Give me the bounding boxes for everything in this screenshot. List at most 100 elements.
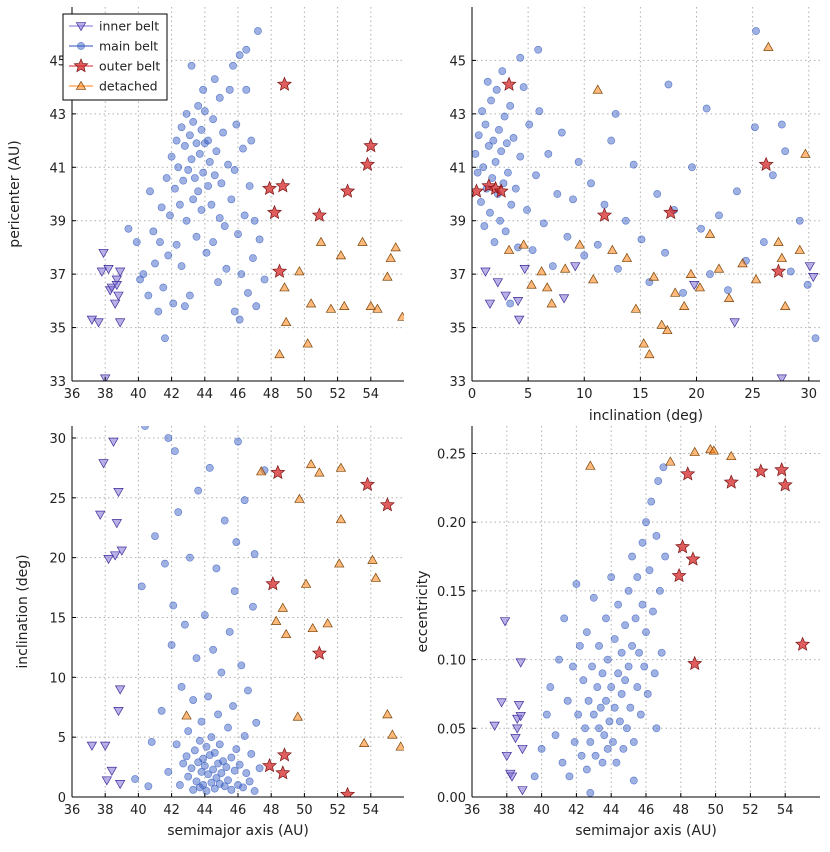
main-belt-point xyxy=(569,195,577,204)
y-tick-label: 0.00 xyxy=(437,791,466,806)
detached-point xyxy=(305,298,317,308)
main-belt-point xyxy=(255,764,264,773)
outer-belt-point xyxy=(276,76,293,91)
outer-belt-point xyxy=(266,204,283,220)
main-belt-point xyxy=(586,788,595,797)
points-group xyxy=(86,426,404,797)
outer-belt-point xyxy=(363,137,379,153)
y-tick-label: 33 xyxy=(49,375,66,390)
main-belt-point xyxy=(589,593,598,602)
x-tick-label: 46 xyxy=(638,803,655,818)
inner-belt-point xyxy=(86,741,98,751)
y-tick-label: 0 xyxy=(58,791,66,806)
y-tick-label: 35 xyxy=(49,322,66,337)
main-belt-point xyxy=(614,264,622,273)
main-belt-point xyxy=(230,587,239,596)
inner-belt-point xyxy=(99,741,111,751)
main-belt-point xyxy=(250,550,259,558)
main-belt-point xyxy=(234,781,242,789)
main-belt-point xyxy=(164,767,173,776)
main-belt-point xyxy=(635,648,643,657)
main-belt-point xyxy=(230,766,239,775)
main-belt-point xyxy=(214,278,222,287)
inner-belt-point xyxy=(484,299,496,309)
main-belt-point xyxy=(144,291,153,300)
outer-belt-point xyxy=(675,539,691,554)
main-belt-point xyxy=(661,552,670,561)
main-belt-point xyxy=(642,518,650,527)
x-tick-label: 25 xyxy=(744,387,761,402)
detached-point xyxy=(382,271,393,281)
inner-belt-point xyxy=(109,551,121,561)
main-belt-point xyxy=(582,628,591,637)
main-belt-point xyxy=(621,621,630,630)
x-tick-label: 46 xyxy=(230,387,247,402)
outer-belt-point xyxy=(685,551,701,566)
inner-belt-point xyxy=(519,265,530,275)
main-belt-point xyxy=(234,437,242,446)
main-belt-point xyxy=(611,109,620,118)
legend-marker-detached xyxy=(75,80,87,90)
main-belt-point xyxy=(631,614,640,623)
inner-belt-point xyxy=(106,283,118,293)
detached-point xyxy=(708,445,720,455)
detached-point xyxy=(723,292,735,302)
main-belt-point xyxy=(245,777,254,786)
x-tick-label: 38 xyxy=(499,803,516,818)
main-belt-point xyxy=(478,107,487,116)
main-belt-point xyxy=(525,120,534,129)
main-belt-point xyxy=(593,683,602,691)
x-tick-label: 38 xyxy=(97,387,114,402)
outer-belt-point xyxy=(770,263,786,278)
main-belt-point xyxy=(624,662,633,671)
main-belt-point xyxy=(222,763,231,771)
inner-belt-point xyxy=(492,278,504,288)
y-tick-label: 35 xyxy=(449,322,466,337)
detached-point xyxy=(518,239,529,249)
main-belt-point xyxy=(151,259,159,268)
inner-belt-point xyxy=(113,488,124,498)
main-belt-point xyxy=(172,136,181,145)
outer-belt-point xyxy=(340,183,356,198)
detached-point xyxy=(335,514,347,524)
main-belt-point xyxy=(217,668,226,677)
main-belt-point xyxy=(715,211,723,220)
inner-belt-point xyxy=(515,712,526,722)
main-belt-point xyxy=(656,586,664,595)
detached-point xyxy=(305,458,317,469)
main-belt-point xyxy=(245,182,254,190)
points-group xyxy=(86,27,404,381)
y-tick-label: 5 xyxy=(58,731,66,746)
main-belt-point xyxy=(647,497,656,506)
main-belt-point xyxy=(156,238,164,246)
main-belt-point xyxy=(645,566,654,575)
main-belt-point xyxy=(234,230,242,238)
main-belt-point xyxy=(215,779,224,788)
main-belt-point xyxy=(227,785,236,794)
main-belt-point xyxy=(242,769,251,777)
detached-point xyxy=(726,450,737,461)
main-belt-point xyxy=(232,745,241,754)
points-group xyxy=(472,27,820,381)
main-belt-point xyxy=(199,781,208,789)
main-belt-point xyxy=(210,748,219,757)
inner-belt-point xyxy=(515,658,526,668)
detached-point xyxy=(358,737,370,747)
detached-point xyxy=(395,741,404,751)
main-belt-point xyxy=(649,607,657,616)
main-belt-point xyxy=(492,85,501,94)
x-tick-label: 50 xyxy=(296,387,313,402)
main-belt-point xyxy=(171,447,179,456)
main-belt-point xyxy=(803,280,812,289)
main-belt-point xyxy=(212,147,221,156)
x-tick-label: 36 xyxy=(64,387,81,402)
y-tick-label: 0.25 xyxy=(437,447,466,462)
main-belt-point xyxy=(230,166,239,174)
main-belt-point xyxy=(603,745,612,753)
detached-point xyxy=(339,300,350,310)
detached-point xyxy=(694,282,706,292)
main-belt-point xyxy=(169,299,178,308)
main-belt-point xyxy=(247,750,256,758)
main-belt-point xyxy=(220,222,229,230)
x-tick-label: 50 xyxy=(707,803,724,818)
